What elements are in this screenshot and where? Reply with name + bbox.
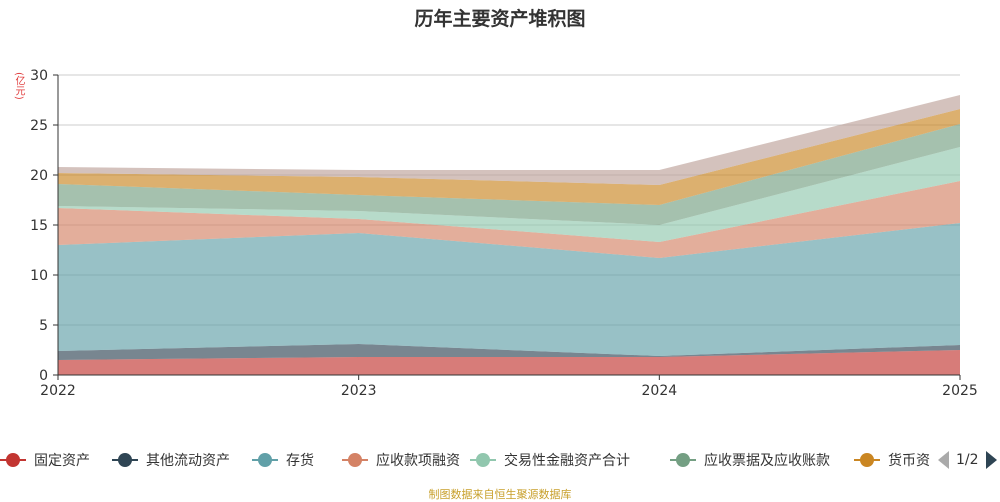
- chart-title: 历年主要资产堆积图: [414, 8, 586, 30]
- x-tick-label: 2022: [40, 383, 76, 399]
- area-series-1[interactable]: [58, 344, 960, 360]
- area-series-0[interactable]: [58, 350, 960, 375]
- y-tick-label: 5: [39, 318, 48, 334]
- legend-page-indicator: 1/2: [956, 452, 979, 468]
- y-tick-label: 10: [30, 268, 48, 284]
- legend-item[interactable]: 货币资: [854, 446, 930, 474]
- area-series-3[interactable]: [58, 181, 960, 258]
- legend-pager: 1/2: [938, 446, 997, 474]
- legend-item[interactable]: 存货: [252, 446, 314, 474]
- legend-prev-page-icon[interactable]: [938, 451, 949, 469]
- legend-label: 存货: [286, 453, 314, 469]
- y-axis-unit-label: (亿元): [13, 72, 24, 100]
- legend-marker-icon: [470, 453, 496, 467]
- area-series-4[interactable]: [58, 147, 960, 242]
- legend-label: 应收票据及应收账款: [704, 453, 830, 469]
- y-tick-label: 20: [30, 168, 48, 184]
- x-tick-label: 2024: [642, 383, 678, 399]
- legend-label: 交易性金融资产合计: [504, 453, 630, 469]
- y-tick-label: 0: [39, 368, 48, 384]
- y-tick-label: 15: [30, 218, 48, 234]
- legend-marker-icon: [342, 453, 368, 467]
- area-series-6[interactable]: [58, 109, 960, 205]
- legend-label: 货币资: [888, 453, 930, 469]
- legend-marker-icon: [670, 453, 696, 467]
- legend-item[interactable]: 其他流动资产: [112, 446, 230, 474]
- legend-label: 应收款项融资: [376, 453, 460, 469]
- area-series-5[interactable]: [58, 124, 960, 225]
- y-tick-label: 30: [30, 68, 48, 84]
- legend-marker-icon: [112, 453, 138, 467]
- x-tick-label: 2025: [942, 383, 978, 399]
- area-series-2[interactable]: [58, 223, 960, 356]
- legend-item[interactable]: 应收款项融资: [342, 446, 460, 474]
- y-tick-label: 25: [30, 118, 48, 134]
- legend-marker-icon: [0, 453, 26, 467]
- legend-label: 固定资产: [34, 453, 90, 469]
- legend-marker-icon: [854, 453, 880, 467]
- legend: 固定资产 其他流动资产 存货 应收款项融资 交易性金融资产合计 应收票据及应收账款 货币资: [0, 446, 1000, 474]
- source-note: 制图数据来自恒生聚源数据库: [428, 488, 572, 501]
- area-series-7[interactable]: [58, 95, 960, 185]
- legend-label: 其他流动资产: [146, 453, 230, 469]
- legend-item[interactable]: 固定资产: [0, 446, 90, 474]
- legend-marker-icon: [252, 453, 278, 467]
- legend-next-page-icon[interactable]: [985, 451, 997, 469]
- legend-item[interactable]: 应收票据及应收账款: [670, 446, 830, 474]
- x-tick-label: 2023: [341, 383, 377, 399]
- legend-item[interactable]: 交易性金融资产合计: [470, 446, 630, 474]
